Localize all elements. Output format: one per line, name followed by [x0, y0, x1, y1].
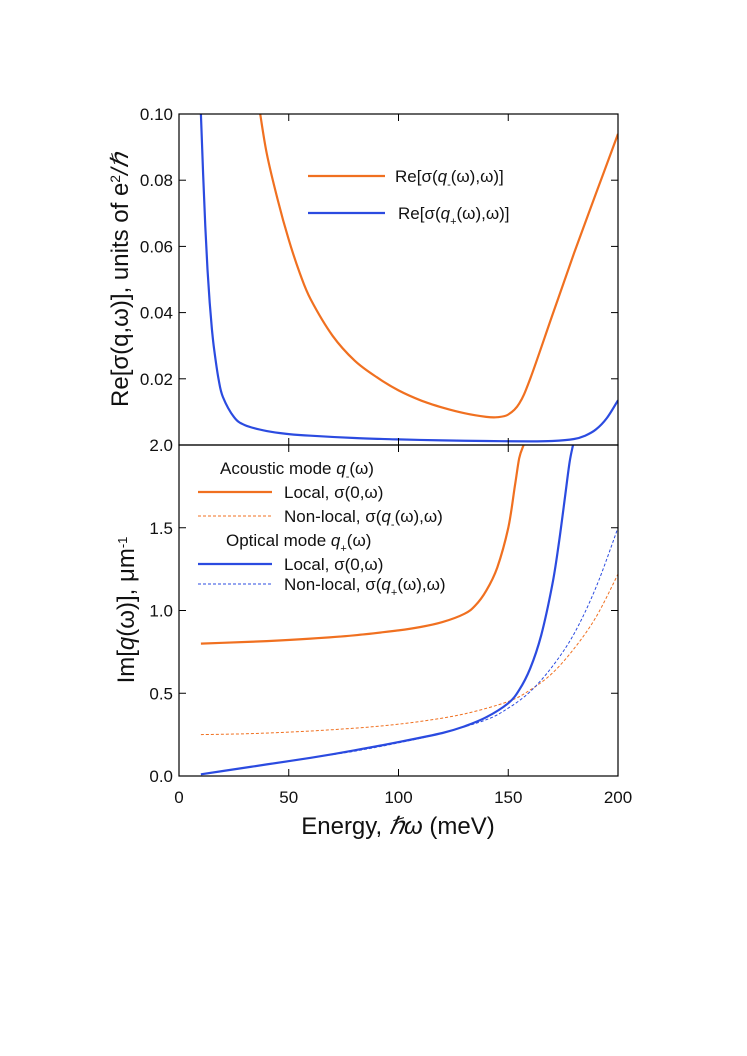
bottom-xlabel: Energy, ℏω (meV) — [301, 813, 495, 840]
top-ytick-label-2: 0.06 — [140, 237, 173, 256]
bottom-legend-label-1-0: Local, σ(0,ω) — [284, 555, 383, 574]
bottom-ytick-label-1: 0.5 — [149, 684, 173, 703]
bottom-ytick-label-4: 2.0 — [149, 436, 173, 455]
top-series-group — [199, 114, 618, 443]
top-ylabel: Re[σ(q,ω)], units of e2/ℏ — [107, 151, 134, 407]
bottom-xtick-label-4: 200 — [604, 788, 632, 807]
bottom-legend-title-0: Acoustic mode q-(ω) — [220, 459, 374, 483]
bottom-ytick-label-3: 1.5 — [149, 519, 173, 538]
top-legend-label-1: Re[σ(q+(ω),ω)] — [398, 204, 510, 228]
bottom-legend-label-1-1: Non-local, σ(q+(ω),ω) — [284, 575, 446, 599]
bottom-axes-frame — [178, 444, 619, 777]
series-line-bottom-0 — [200, 445, 525, 645]
series-line-bottom-1 — [200, 573, 618, 736]
bottom-panel: 0.0 0.5 1.0 1.5 2.0 0 50 100 150 200 Im[q(ω)], μm-… — [113, 436, 632, 840]
top-panel: 0.02 0.04 0.06 0.08 0.10 Re[σ(q,ω)], units of… — [107, 105, 619, 446]
bottom-ytick-label-2: 1.0 — [149, 602, 173, 621]
bottom-legend-title-1: Optical mode q+(ω) — [226, 531, 371, 555]
top-ytick-label-3: 0.08 — [140, 171, 173, 190]
top-ytick-label-0: 0.02 — [140, 370, 173, 389]
bottom-xtick-label-1: 50 — [279, 788, 298, 807]
bottom-ytick-label-0: 0.0 — [149, 767, 173, 786]
series-line-top-0 — [259, 114, 618, 419]
series-line-bottom-3 — [200, 527, 618, 775]
bottom-ylabel: Im[q(ω)], μm-1 — [113, 537, 140, 684]
bottom-xtick-label-2: 100 — [384, 788, 412, 807]
bottom-series-group — [200, 445, 618, 776]
top-ytick-label-1: 0.04 — [140, 304, 173, 323]
series-line-top-1 — [199, 114, 618, 443]
bottom-xtick-label-3: 150 — [494, 788, 522, 807]
bottom-legend-label-0-1: Non-local, σ(q-(ω),ω) — [284, 507, 443, 531]
bottom-legend-label-0-0: Local, σ(0,ω) — [284, 483, 383, 502]
top-axes-frame — [178, 113, 619, 446]
top-legend-label-0: Re[σ(q-(ω),ω)] — [395, 167, 504, 191]
bottom-xtick-label-0: 0 — [174, 788, 183, 807]
top-ytick-label-4: 0.10 — [140, 105, 173, 124]
